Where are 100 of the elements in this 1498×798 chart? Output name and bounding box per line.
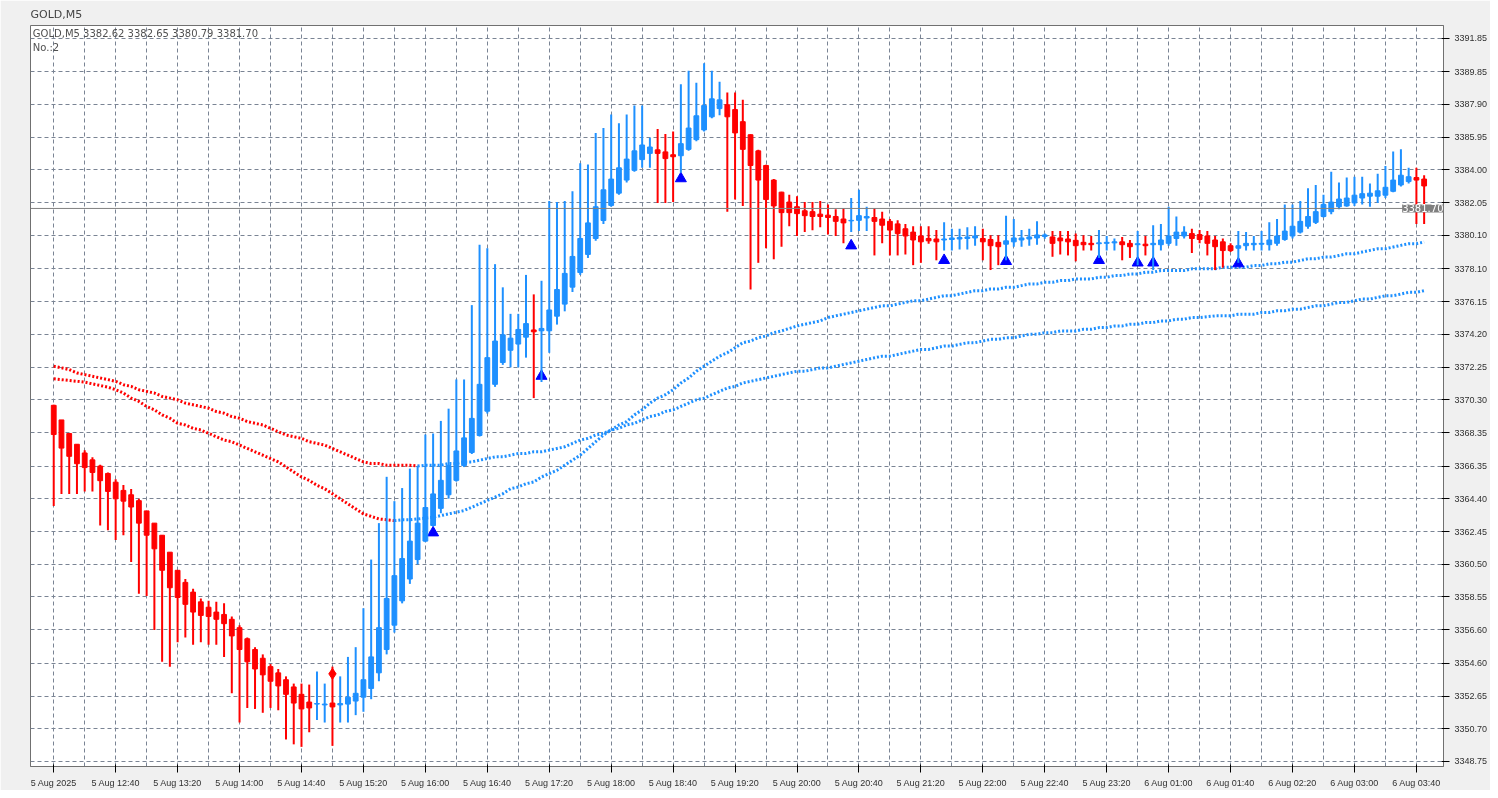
annotation: No.:2 bbox=[32, 41, 60, 53]
candlestick bbox=[856, 188, 862, 233]
candlestick bbox=[1398, 148, 1404, 188]
y-tick-label: 3360.50 bbox=[1454, 559, 1488, 570]
x-tick-label: 5 Aug 18:40 bbox=[648, 777, 697, 788]
candlestick bbox=[1003, 214, 1009, 262]
y-tick-label: 3368.35 bbox=[1454, 427, 1488, 438]
candlestick bbox=[948, 227, 955, 252]
candlestick bbox=[74, 443, 80, 495]
candlestick bbox=[732, 91, 738, 201]
candlestick bbox=[716, 80, 723, 117]
x-tick-label: 5 Aug 22:40 bbox=[1020, 777, 1069, 788]
candlestick bbox=[1034, 220, 1040, 246]
candlestick bbox=[1134, 230, 1141, 267]
candlestick bbox=[1250, 234, 1257, 252]
candlestick bbox=[941, 221, 948, 252]
candlestick bbox=[1096, 229, 1102, 259]
y-tick-label: 3358.55 bbox=[1454, 591, 1488, 602]
y-tick-label: 3387.90 bbox=[1454, 99, 1488, 110]
y-tick-label: 3356.60 bbox=[1454, 624, 1488, 635]
x-tick-label: 5 Aug 19:20 bbox=[710, 777, 759, 788]
candlestick bbox=[1305, 187, 1311, 230]
candlestick bbox=[221, 602, 227, 658]
y-tick-label: 3376.15 bbox=[1454, 296, 1488, 307]
y-tick-label: 3389.85 bbox=[1454, 66, 1488, 77]
candlestick bbox=[647, 136, 653, 169]
candlestick bbox=[848, 197, 855, 234]
candlestick bbox=[197, 597, 204, 644]
x-tick-label: 5 Aug 13:20 bbox=[153, 777, 202, 788]
y-tick-label: 3391.85 bbox=[1454, 33, 1488, 44]
x-tick-label: 6 Aug 01:40 bbox=[1206, 777, 1255, 788]
y-tick-label: 3362.45 bbox=[1454, 526, 1488, 537]
x-tick-label: 6 Aug 03:00 bbox=[1330, 777, 1379, 788]
x-tick-label: 5 Aug 20:40 bbox=[834, 777, 883, 788]
chart-title: GOLD,M5 bbox=[30, 7, 83, 21]
x-tick-label: 5 Aug 14:40 bbox=[277, 777, 326, 788]
x-tick-label: 5 Aug 21:20 bbox=[896, 777, 945, 788]
candlestick bbox=[1367, 182, 1373, 208]
candlestick bbox=[1212, 234, 1218, 272]
candlestick bbox=[670, 130, 677, 204]
chart-subtitle: GOLD,M5 3382.62 3382.65 3380.79 3381.70 bbox=[32, 27, 259, 39]
candlestick bbox=[321, 682, 328, 724]
point bbox=[427, 525, 440, 537]
x-tick-label: 5 Aug 20:00 bbox=[772, 777, 821, 788]
candlestick bbox=[708, 69, 715, 120]
candlestick bbox=[337, 675, 344, 724]
y-tick-label: 3354.60 bbox=[1454, 658, 1488, 669]
point bbox=[845, 238, 858, 250]
x-tick-label: 5 Aug 22:00 bbox=[958, 777, 1007, 788]
candlestick bbox=[1065, 230, 1071, 257]
y-tick-label: 3348.75 bbox=[1454, 756, 1488, 767]
candlestick bbox=[523, 273, 529, 359]
x-tick-label: 5 Aug 23:20 bbox=[1082, 777, 1131, 788]
y-tick-label: 3350.70 bbox=[1454, 723, 1488, 734]
candlestick bbox=[1336, 181, 1342, 211]
y-tick-label: 3378.10 bbox=[1454, 263, 1488, 274]
candlestick bbox=[794, 195, 800, 237]
y-tick-label: 3385.95 bbox=[1454, 132, 1488, 143]
y-tick-label: 3374.20 bbox=[1454, 329, 1488, 340]
candlestick bbox=[135, 497, 142, 595]
x-tick-label: 5 Aug 2025 bbox=[30, 777, 77, 788]
candlestick bbox=[252, 646, 258, 710]
x-tick-label: 6 Aug 02:20 bbox=[1268, 777, 1317, 788]
x-tick-label: 5 Aug 12:40 bbox=[91, 777, 140, 788]
y-tick-label: 3382.05 bbox=[1454, 197, 1488, 208]
x-tick-label: 5 Aug 16:40 bbox=[463, 777, 512, 788]
ref-line-label: 3381.70 bbox=[1402, 203, 1444, 215]
candlestick bbox=[887, 218, 893, 257]
y-tick-label: 3372.25 bbox=[1454, 362, 1488, 373]
candlestick bbox=[97, 463, 104, 527]
candlestick bbox=[314, 670, 320, 722]
x-tick-label: 6 Aug 01:00 bbox=[1144, 777, 1193, 788]
x-tick-label: 6 Aug 03:40 bbox=[1392, 777, 1441, 788]
y-tick-label: 3384.00 bbox=[1454, 164, 1488, 175]
candlestick bbox=[530, 293, 537, 400]
candlestick bbox=[677, 83, 684, 174]
candlestick bbox=[283, 675, 289, 741]
candlestick bbox=[105, 471, 111, 532]
candlestick bbox=[1274, 218, 1280, 247]
x-tick-label: 5 Aug 14:00 bbox=[215, 777, 264, 788]
candlestick bbox=[879, 210, 886, 245]
candlestick bbox=[345, 655, 351, 724]
y-tick-label: 3364.40 bbox=[1454, 493, 1488, 504]
candlestick bbox=[128, 487, 135, 563]
candlestick bbox=[1119, 235, 1126, 262]
candlestick bbox=[639, 104, 646, 169]
x-tick-label: 5 Aug 17:20 bbox=[524, 777, 574, 788]
candlestick bbox=[1243, 231, 1249, 252]
candlestick bbox=[917, 225, 924, 264]
candlestick bbox=[871, 207, 878, 257]
y-tick-label: 3380.10 bbox=[1454, 230, 1488, 241]
point bbox=[938, 253, 951, 264]
candlestick bbox=[190, 587, 196, 646]
candlestick bbox=[910, 225, 917, 267]
candlestick bbox=[1219, 237, 1226, 269]
y-tick-label: 3370.30 bbox=[1454, 394, 1488, 405]
x-tick-label: 5 Aug 15:20 bbox=[339, 777, 388, 788]
candlestick bbox=[863, 205, 870, 233]
candlestick bbox=[1235, 230, 1242, 264]
candlestick bbox=[1188, 227, 1195, 255]
